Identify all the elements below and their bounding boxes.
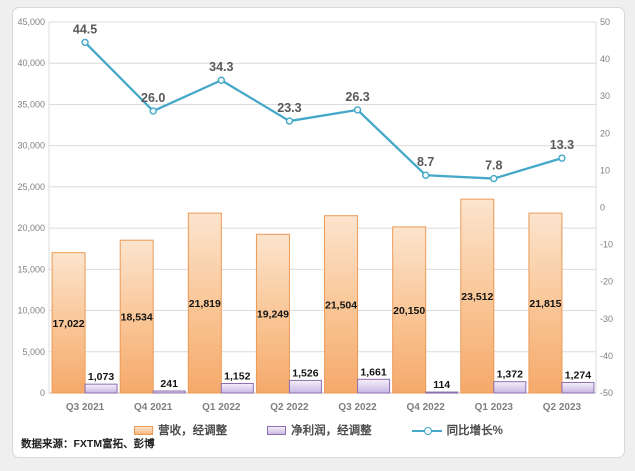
growth-marker	[285, 117, 294, 125]
growth-line	[84, 41, 563, 180]
growth-value-label: 23.3	[277, 101, 301, 115]
y-axis-tick-label: 30,000	[17, 141, 45, 151]
growth-marker	[558, 154, 566, 162]
revenue-bar	[392, 226, 427, 394]
x-axis-label: Q1 2022	[202, 402, 241, 413]
secondary-y-axis-tick-label: 10	[600, 165, 610, 175]
x-axis-label: Q3 2021	[66, 402, 105, 413]
x-axis-label: Q4 2022	[407, 402, 446, 413]
revenue-bar	[51, 252, 86, 394]
growth-value-label: 13.3	[550, 138, 574, 152]
growth-value-label: 34.3	[209, 60, 233, 74]
legend-item-growth: 同比增长%	[411, 422, 503, 438]
secondary-y-axis-tick-label: -10	[600, 240, 613, 250]
profit-value-label: 1,372	[497, 369, 523, 381]
growth-marker	[149, 107, 157, 115]
source-note: 数据来源：FXTM富拓、彭博	[21, 438, 155, 450]
growth-value-label: 26.3	[345, 90, 369, 104]
revenue-bar	[119, 239, 154, 394]
revenue-value-label: 20,150	[393, 305, 425, 317]
growth-value-label: 8.7	[417, 155, 434, 169]
revenue-bar	[187, 212, 222, 394]
revenue-value-label: 23,512	[461, 291, 493, 303]
y-axis-tick-label: 20,000	[17, 223, 45, 233]
secondary-y-axis-tick-label: 20	[600, 128, 610, 138]
secondary-y-axis-tick-label: -20	[600, 277, 613, 287]
secondary-y-axis-tick-label: 30	[600, 91, 610, 101]
revenue-bar	[255, 233, 290, 394]
profit-swatch-icon	[267, 425, 287, 435]
profit-bar	[152, 390, 186, 394]
growth-marker	[421, 171, 430, 179]
secondary-y-axis-tick-label: -30	[600, 314, 613, 324]
growth-marker	[490, 174, 498, 183]
profit-bar	[561, 381, 595, 394]
profit-bar	[425, 391, 459, 394]
revenue-value-label: 21,504	[325, 299, 357, 311]
profit-bar	[493, 381, 527, 394]
x-axis-label: Q4 2021	[134, 402, 173, 413]
y-axis-tick-label: 45,000	[17, 17, 45, 27]
growth-value-label: 7.8	[485, 159, 502, 173]
y-axis-tick-label: 40,000	[17, 58, 45, 68]
growth-marker	[353, 106, 362, 114]
revenue-value-label: 21,815	[529, 298, 561, 310]
legend-item-revenue: 营收，经调整	[134, 422, 227, 438]
revenue-bar	[528, 212, 563, 394]
x-axis-label: Q2 2023	[543, 402, 582, 413]
revenue-bar	[324, 215, 359, 394]
y-axis-tick-label: 35,000	[17, 99, 45, 109]
revenue-value-label: 17,022	[53, 318, 85, 330]
growth-value-label: 44.5	[73, 22, 97, 36]
secondary-y-axis-tick-label: 40	[600, 54, 610, 64]
profit-bar	[357, 378, 391, 394]
legend-label-revenue: 营收，经调整	[158, 425, 228, 437]
profit-bar	[84, 383, 118, 394]
legend-label-profit: 净利润，经调整	[291, 425, 372, 437]
revenue-bar	[460, 198, 495, 394]
legend-label-growth: 同比增长%	[446, 425, 503, 437]
profit-value-label: 1,661	[360, 366, 386, 378]
y-axis-tick-label: 5,000	[22, 347, 45, 357]
profit-value-label: 1,152	[224, 371, 250, 383]
x-axis-label: Q2 2022	[270, 402, 309, 413]
secondary-y-axis-tick-label: -40	[600, 351, 613, 361]
growth-value-label: 26.0	[141, 91, 165, 105]
secondary-y-axis-tick-label: 50	[600, 17, 610, 27]
profit-bar	[220, 383, 254, 394]
y-axis-tick-label: 10,000	[17, 306, 45, 316]
revenue-swatch-icon	[134, 425, 154, 435]
revenue-value-label: 18,534	[121, 312, 153, 324]
profit-value-label: 1,526	[292, 367, 318, 379]
chart-legend: 营收，经调整 净利润，经调整 同比增长%	[13, 421, 624, 439]
profit-bar	[288, 379, 322, 394]
revenue-value-label: 19,249	[257, 309, 289, 321]
profit-value-label: 1,274	[565, 369, 591, 381]
growth-line-swatch-icon	[411, 426, 442, 435]
profit-value-label: 114	[433, 379, 450, 391]
y-axis-tick-label: 15,000	[17, 264, 45, 274]
y-axis-tick-label: 25,000	[17, 182, 45, 192]
y-axis-tick-label: 0	[40, 388, 45, 398]
x-axis-label: Q1 2023	[475, 402, 514, 413]
chart-card: 17,022 1,073 Q3 2021 18,534 241 Q4 2021 21,819…	[12, 7, 625, 458]
growth-marker	[217, 76, 226, 84]
combo-chart: 17,022 1,073 Q3 2021 18,534 241 Q4 2021 21,819…	[17, 17, 613, 413]
legend-item-profit: 净利润，经调整	[267, 422, 372, 438]
secondary-y-axis-tick-label: -50	[600, 388, 613, 398]
revenue-value-label: 21,819	[189, 298, 221, 310]
x-axis-label: Q3 2022	[338, 402, 377, 413]
growth-marker	[81, 38, 89, 47]
profit-value-label: 241	[160, 378, 178, 390]
profit-value-label: 1,073	[88, 371, 114, 383]
secondary-y-axis-tick-label: 0	[600, 203, 605, 213]
